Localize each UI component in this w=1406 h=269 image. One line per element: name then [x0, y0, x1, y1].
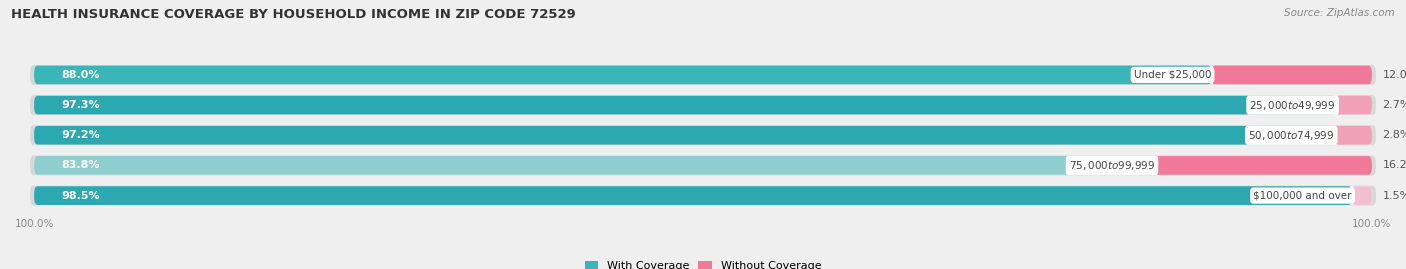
Text: 83.8%: 83.8% [60, 160, 100, 171]
Text: 2.7%: 2.7% [1382, 100, 1406, 110]
Text: $50,000 to $74,999: $50,000 to $74,999 [1249, 129, 1334, 142]
Text: 16.2%: 16.2% [1382, 160, 1406, 171]
FancyBboxPatch shape [34, 66, 1372, 84]
FancyBboxPatch shape [34, 96, 1372, 114]
FancyBboxPatch shape [1212, 66, 1372, 84]
FancyBboxPatch shape [1334, 126, 1372, 145]
FancyBboxPatch shape [30, 95, 1376, 115]
FancyBboxPatch shape [34, 186, 1372, 205]
FancyBboxPatch shape [34, 156, 1156, 175]
FancyBboxPatch shape [34, 66, 1212, 84]
Text: 2.8%: 2.8% [1382, 130, 1406, 140]
FancyBboxPatch shape [34, 126, 1334, 145]
FancyBboxPatch shape [34, 156, 1372, 175]
FancyBboxPatch shape [30, 125, 1376, 145]
Text: HEALTH INSURANCE COVERAGE BY HOUSEHOLD INCOME IN ZIP CODE 72529: HEALTH INSURANCE COVERAGE BY HOUSEHOLD I… [11, 8, 576, 21]
Text: 88.0%: 88.0% [60, 70, 100, 80]
Text: 98.5%: 98.5% [60, 191, 100, 201]
Text: Under $25,000: Under $25,000 [1133, 70, 1212, 80]
FancyBboxPatch shape [1156, 156, 1372, 175]
FancyBboxPatch shape [34, 96, 1336, 114]
FancyBboxPatch shape [34, 126, 1372, 145]
FancyBboxPatch shape [1336, 96, 1372, 114]
Text: 97.3%: 97.3% [60, 100, 100, 110]
FancyBboxPatch shape [30, 186, 1376, 206]
Text: $75,000 to $99,999: $75,000 to $99,999 [1069, 159, 1156, 172]
Text: 12.0%: 12.0% [1382, 70, 1406, 80]
Legend: With Coverage, Without Coverage: With Coverage, Without Coverage [585, 261, 821, 269]
FancyBboxPatch shape [1351, 186, 1372, 205]
Text: 1.5%: 1.5% [1382, 191, 1406, 201]
FancyBboxPatch shape [30, 155, 1376, 175]
FancyBboxPatch shape [30, 65, 1376, 85]
Text: 97.2%: 97.2% [60, 130, 100, 140]
Text: Source: ZipAtlas.com: Source: ZipAtlas.com [1284, 8, 1395, 18]
Text: $100,000 and over: $100,000 and over [1253, 191, 1351, 201]
FancyBboxPatch shape [34, 186, 1351, 205]
Text: $25,000 to $49,999: $25,000 to $49,999 [1250, 98, 1336, 112]
